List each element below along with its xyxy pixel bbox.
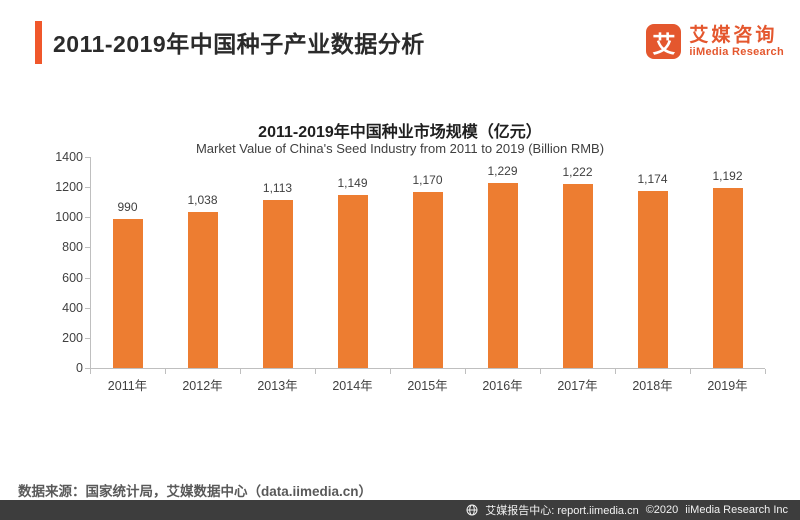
y-axis-label: 0 [76,361,83,375]
bar-2015年 [412,192,443,368]
y-axis-label: 1200 [55,180,83,194]
bar-value-label: 1,149 [337,176,368,190]
x-axis-label: 2013年 [257,379,298,393]
y-axis-tick [85,338,90,339]
x-axis-tick [90,369,91,374]
page-title: 2011-2019年中国种子产业数据分析 [53,31,425,57]
logo-text: 艾媒咨询 iiMedia Research [689,25,784,59]
x-axis-label: 2015年 [407,379,448,393]
y-axis-tick [85,157,90,158]
x-axis-line [90,368,765,369]
x-axis-label: 2018年 [632,379,673,393]
logo-glyph: 艾 [652,30,676,57]
x-axis-tick [465,369,466,374]
bar-2012年 [187,212,218,368]
y-axis-tick [85,187,90,188]
y-axis-label: 1400 [55,150,83,164]
x-axis-tick [240,369,241,374]
x-axis-label: 2011年 [107,379,148,393]
x-axis-tick [315,369,316,374]
bar-value-label: 1,222 [562,165,593,179]
globe-icon [466,504,478,516]
y-axis-label: 800 [62,240,83,254]
x-axis-label: 2017年 [557,379,598,393]
y-axis-label: 1000 [55,210,83,224]
x-axis-label: 2014年 [332,379,373,393]
x-axis-tick [615,369,616,374]
bar-2019年 [712,188,743,368]
x-axis-label: 2019年 [707,379,748,393]
bar-2018年 [637,191,668,368]
bar-2011年 [112,219,143,368]
footer-company: iiMedia Research Inc [685,504,788,516]
bar-value-label: 1,192 [712,169,743,183]
logo-name-cn: 艾媒咨询 [689,24,778,46]
bar-value-label: 990 [117,200,138,214]
bar-2016年 [487,183,518,368]
footer-copyright: ©2020 [645,504,679,516]
x-axis-tick [765,369,766,374]
source-note: 数据来源：国家统计局，艾媒数据中心（data.iimedia.cn） [18,484,373,499]
y-axis-tick [85,278,90,279]
chart-subtitle: Market Value of China's Seed Industry fr… [195,141,605,156]
bar-value-label: 1,229 [487,164,518,178]
bar-value-label: 1,170 [412,173,443,187]
y-axis-tick [85,217,90,218]
iimedia-logo-icon: 艾 [646,24,682,59]
bar-value-label: 1,038 [187,193,218,207]
header: 2011-2019年中国种子产业数据分析 [35,20,425,64]
y-axis-label: 600 [62,271,83,285]
bar-2014年 [337,195,368,368]
y-axis-tick [85,368,90,369]
logo-name-en: iiMedia Research [689,45,784,58]
bar-2017年 [562,184,593,368]
x-axis-tick [390,369,391,374]
x-axis-label: 2012年 [182,379,223,393]
bar-value-label: 1,174 [637,172,668,186]
y-axis-tick [85,247,90,248]
footer-bar: 艾媒报告中心: report.iimedia.cn ©2020 iiMedia … [0,500,800,520]
chart-title: 2011-2019年中国种业市场规模（亿元） [258,124,542,141]
bar-value-label: 1,113 [262,181,293,195]
y-axis-label: 200 [62,331,83,345]
y-axis-label: 400 [62,301,83,315]
x-axis-tick [540,369,541,374]
x-axis-tick [165,369,166,374]
x-axis-tick [690,369,691,374]
x-axis-label: 2016年 [482,379,523,393]
y-axis-line [90,157,91,369]
footer-report-center: 艾媒报告中心: report.iimedia.cn [485,505,639,517]
title-accent-bar [35,20,42,64]
y-axis-tick [85,308,90,309]
iimedia-logo: 艾 艾媒咨询 iiMedia Research [646,24,784,59]
bar-2013年 [262,200,293,368]
